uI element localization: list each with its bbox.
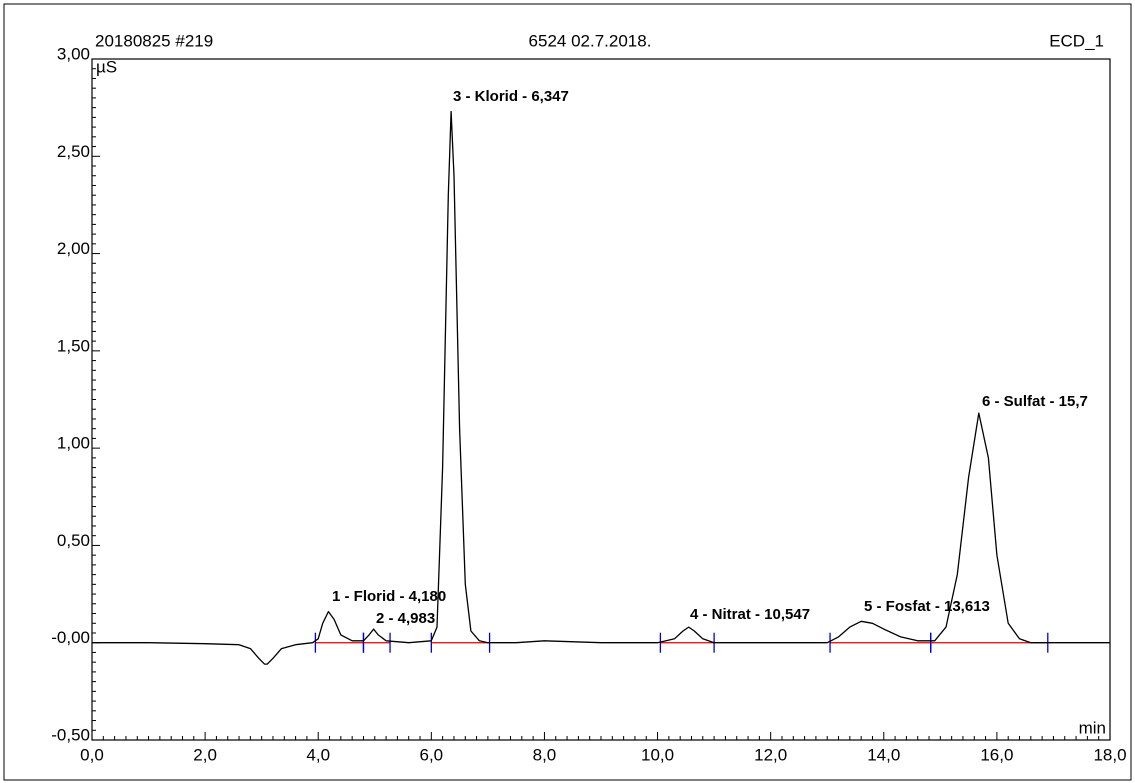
x-tick-label: 8,0 (533, 745, 557, 764)
x-tick-label: 2,0 (193, 745, 217, 764)
signal-trace (92, 110, 1110, 665)
y-tick-label: 0,50 (57, 531, 90, 550)
peak-label: 3 - Klorid - 6,347 (453, 88, 569, 105)
x-tick-label: 14,0 (867, 745, 900, 764)
x-tick-label: 0,0 (80, 745, 104, 764)
y-tick-label: -0,00 (51, 628, 90, 647)
y-tick-label: 3,00 (57, 44, 90, 63)
y-unit: µS (96, 57, 117, 76)
frame (3, 3, 1132, 781)
peak-label: 1 - Florid - 4,180 (332, 588, 446, 605)
x-tick-label: 12,0 (754, 745, 787, 764)
y-tick-label: 2,50 (57, 142, 90, 161)
header-center: 6524 02.7.2018. (529, 31, 652, 50)
x-tick-label: 6,0 (420, 745, 444, 764)
plot-content: 1 - Florid - 4,180 2 - 4,983 3 - Klorid - … (92, 88, 1110, 665)
peak-label: 6 - Sulfat - 15,7 (982, 393, 1088, 410)
peak-label: 2 - 4,983 (376, 610, 435, 627)
y-tick-label: 1,00 (57, 434, 90, 453)
y-tick-label: 1,50 (57, 336, 90, 355)
header-left: 20180825 #219 (95, 31, 213, 50)
header-right: ECD_1 (1049, 31, 1104, 50)
x-tick-label: 18,0 (1093, 745, 1126, 764)
x-tick-label: 16,0 (980, 745, 1013, 764)
peak-label: 4 - Nitrat - 10,547 (690, 606, 810, 623)
y-tick-label: 2,00 (57, 239, 90, 258)
peak-label: 5 - Fosfat - 13,613 (864, 598, 990, 615)
y-tick-label: -0,50 (51, 725, 90, 744)
x-unit: min (1079, 718, 1106, 737)
x-tick-label: 10,0 (641, 745, 674, 764)
x-tick-label: 4,0 (306, 745, 330, 764)
plot-area (91, 58, 1111, 741)
